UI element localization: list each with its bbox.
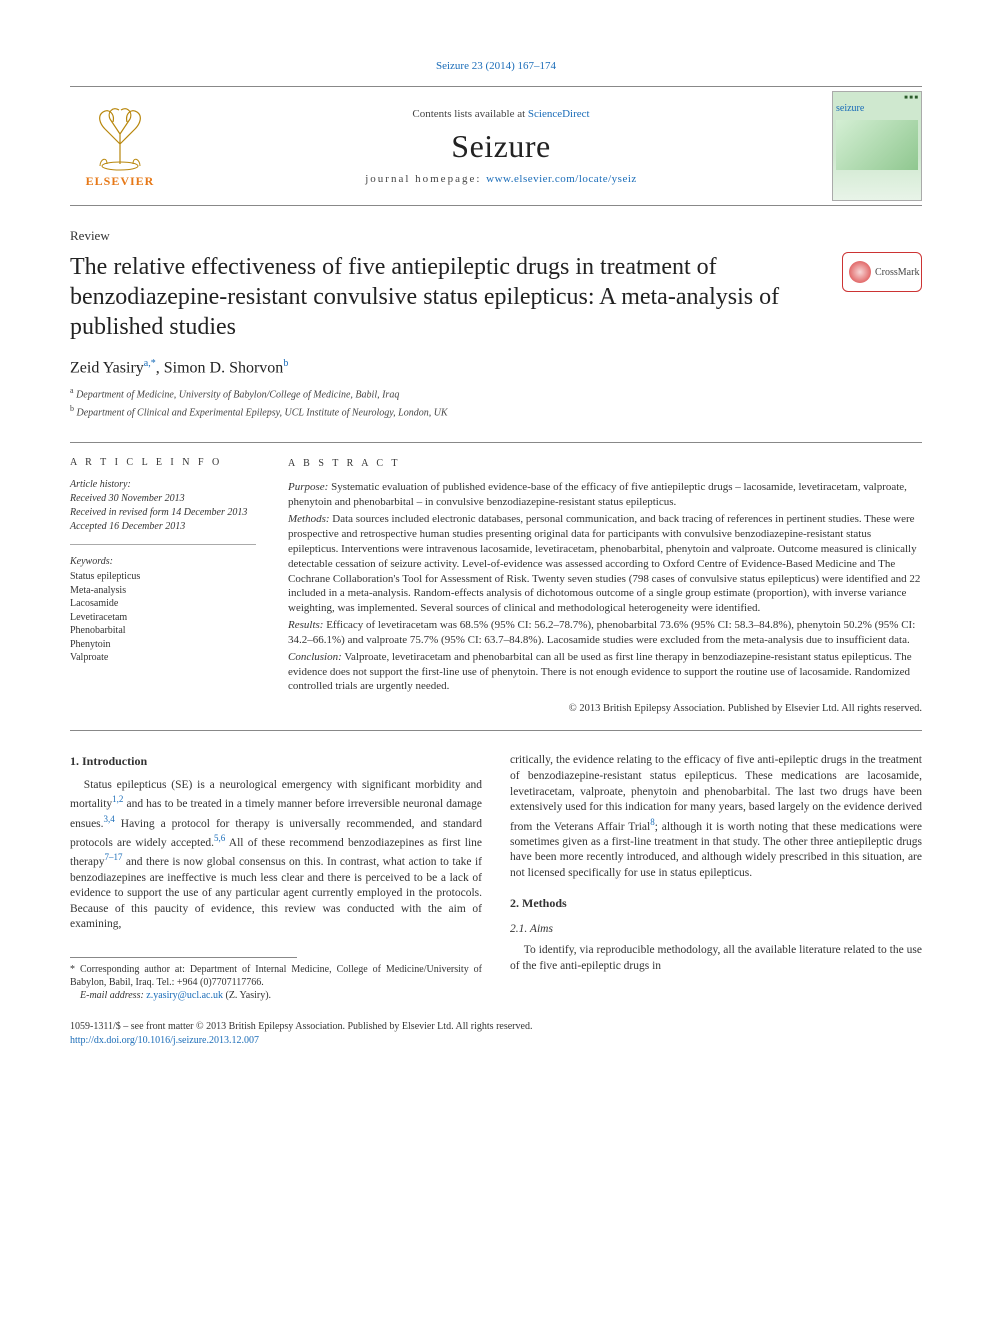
abstract-results-label: Results: <box>288 619 323 631</box>
right-column: critically, the evidence relating to the… <box>510 753 922 1001</box>
keywords-label: Keywords: <box>70 555 256 569</box>
abstract-methods: Data sources included electronic databas… <box>288 513 920 614</box>
abstract-purpose: Systematic evaluation of published evide… <box>288 481 907 508</box>
author-2-affil-sup: b <box>283 358 288 369</box>
email-tail: (Z. Yasiry). <box>223 990 271 1001</box>
intro-continued: critically, the evidence relating to the… <box>510 753 922 881</box>
abstract-conclusion: Valproate, levetiracetam and phenobarbit… <box>288 651 912 693</box>
email-link[interactable]: z.yasiry@ucl.ac.uk <box>146 990 223 1001</box>
abstract-purpose-label: Purpose: <box>288 481 328 493</box>
history-label: Article history: <box>70 478 256 492</box>
author-1-affil-sup: a, <box>144 358 151 369</box>
crossmark-label: CrossMark <box>875 267 919 278</box>
author-2: Simon D. Shorvon <box>164 359 284 376</box>
history-received: Received 30 November 2013 <box>70 492 256 506</box>
text: and there is now global consensus on thi… <box>70 856 482 930</box>
affiliation-a: Department of Medicine, University of Ba… <box>76 390 399 401</box>
article-history: Article history: Received 30 November 20… <box>70 478 256 545</box>
keyword: Phenytoin <box>70 638 256 652</box>
intro-paragraph: Status epilepticus (SE) is a neurologica… <box>70 778 482 933</box>
contents-available: Contents lists available at ScienceDirec… <box>170 108 832 120</box>
abstract-methods-label: Methods: <box>288 513 330 525</box>
elsevier-logo: ELSEVIER <box>70 91 170 201</box>
crossmark-badge[interactable]: CrossMark <box>842 252 922 292</box>
article-title: The relative effectiveness of five antie… <box>70 252 822 342</box>
corr-author-text: * Corresponding author at: Department of… <box>70 963 482 989</box>
homepage-link[interactable]: www.elsevier.com/locate/yseiz <box>486 173 637 185</box>
body-two-column: 1. Introduction Status epilepticus (SE) … <box>70 753 922 1001</box>
aims-paragraph: To identify, via reproducible methodolog… <box>510 943 922 974</box>
ref-link[interactable]: 5,6 <box>214 833 225 843</box>
sciencedirect-link[interactable]: ScienceDirect <box>528 108 590 120</box>
keyword: Phenobarbital <box>70 624 256 638</box>
history-revised: Received in revised form 14 December 201… <box>70 506 256 520</box>
email-label: E-mail address: <box>80 990 144 1001</box>
journal-name: Seizure <box>170 128 832 165</box>
elsevier-tree-icon <box>85 104 155 174</box>
author-sep: , <box>156 359 164 376</box>
left-column: 1. Introduction Status epilepticus (SE) … <box>70 753 482 1001</box>
journal-homepage: journal homepage: www.elsevier.com/locat… <box>170 173 832 185</box>
article-info-column: A R T I C L E I N F O Article history: R… <box>70 443 270 730</box>
keyword: Meta-analysis <box>70 584 256 598</box>
crossmark-icon <box>849 261 871 283</box>
citation-link[interactable]: Seizure 23 (2014) 167–174 <box>436 60 556 72</box>
keyword: Valproate <box>70 651 256 665</box>
ref-link[interactable]: 3,4 <box>104 814 115 824</box>
section-intro-heading: 1. Introduction <box>70 753 482 769</box>
keyword: Status epilepticus <box>70 570 256 584</box>
journal-cover-thumbnail: ■ ■ ■ seizure <box>832 91 922 201</box>
front-matter-line: 1059-1311/$ – see front matter © 2013 Br… <box>70 1020 922 1034</box>
footnote-rule <box>70 957 297 958</box>
elsevier-wordmark: ELSEVIER <box>86 174 155 189</box>
keyword: Levetiracetam <box>70 611 256 625</box>
ref-link[interactable]: 1,2 <box>112 794 123 804</box>
cover-title: seizure <box>836 103 918 114</box>
contents-pre: Contents lists available at <box>412 108 527 120</box>
abstract-conclusion-label: Conclusion: <box>288 651 342 663</box>
ref-link[interactable]: 7–17 <box>104 852 122 862</box>
running-citation: Seizure 23 (2014) 167–174 <box>70 60 922 72</box>
section-methods-heading: 2. Methods <box>510 895 922 911</box>
page-footer: 1059-1311/$ – see front matter © 2013 Br… <box>70 1020 922 1048</box>
article-info-heading: A R T I C L E I N F O <box>70 457 256 468</box>
abstract-heading: A B S T R A C T <box>288 457 922 471</box>
abstract-results: Efficacy of levetiracetam was 68.5% (95%… <box>288 619 915 646</box>
abstract-copyright: © 2013 British Epilepsy Association. Pub… <box>288 702 922 716</box>
corresponding-footnote: * Corresponding author at: Department of… <box>70 963 482 1002</box>
affiliations: a Department of Medicine, University of … <box>70 385 922 420</box>
masthead: ELSEVIER Contents lists available at Sci… <box>70 86 922 206</box>
abstract-column: A B S T R A C T Purpose: Systematic eval… <box>270 443 922 730</box>
subsection-aims-heading: 2.1. Aims <box>510 922 922 938</box>
author-1: Zeid Yasiry <box>70 359 144 376</box>
history-accepted: Accepted 16 December 2013 <box>70 520 256 534</box>
homepage-pre: journal homepage: <box>365 173 486 185</box>
affiliation-b: Department of Clinical and Experimental … <box>77 407 448 418</box>
keyword: Lacosamide <box>70 597 256 611</box>
article-type: Review <box>70 228 922 244</box>
author-list: Zeid Yasirya,*, Simon D. Shorvonb <box>70 358 922 377</box>
doi-link[interactable]: http://dx.doi.org/10.1016/j.seizure.2013… <box>70 1035 259 1046</box>
keywords-block: Keywords: Status epilepticus Meta-analys… <box>70 555 256 665</box>
